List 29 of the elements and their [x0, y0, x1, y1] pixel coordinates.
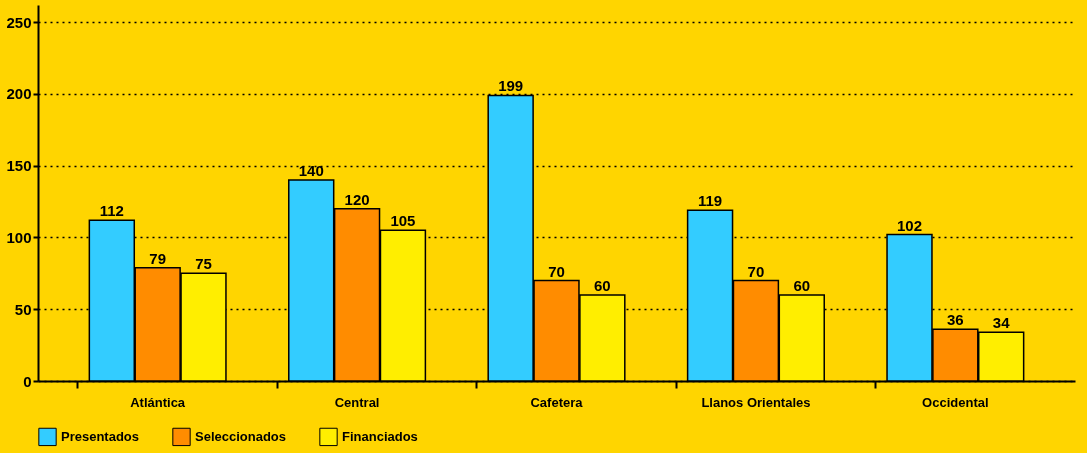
- y-tick-label: 0: [23, 372, 32, 390]
- data-label: 119: [697, 192, 723, 210]
- y-tick-label: 150: [6, 157, 32, 175]
- legend-label: Presentados: [61, 428, 140, 444]
- x-tick-label: Occidental: [922, 394, 989, 410]
- data-label: 102: [896, 216, 923, 234]
- data-label: 60: [594, 276, 611, 294]
- data-label: 140: [298, 162, 324, 180]
- data-label: 120: [344, 190, 370, 208]
- data-label: 70: [548, 262, 565, 280]
- legend-label: Financiados: [342, 428, 418, 444]
- data-label: 79: [149, 249, 166, 267]
- y-tick-label: 100: [6, 228, 32, 246]
- data-label: 70: [747, 262, 765, 280]
- data-label: 105: [390, 212, 416, 230]
- data-label: 36: [947, 311, 964, 329]
- data-label: 75: [195, 255, 212, 273]
- x-tick-label: Llanos Orientales: [701, 394, 811, 410]
- legend-label: Seleccionados: [195, 428, 287, 444]
- data-label: 112: [99, 202, 124, 220]
- data-label: 199: [498, 77, 524, 95]
- data-label: 60: [793, 276, 811, 294]
- y-tick-label: 200: [6, 85, 32, 103]
- x-tick-label: Atlántica: [130, 394, 186, 410]
- x-tick-label: Central: [334, 394, 380, 410]
- y-tick-label: 50: [14, 300, 32, 318]
- data-label: 34: [992, 314, 1011, 332]
- y-tick-label: 250: [6, 13, 32, 31]
- x-tick-label: Cafetera: [530, 394, 584, 410]
